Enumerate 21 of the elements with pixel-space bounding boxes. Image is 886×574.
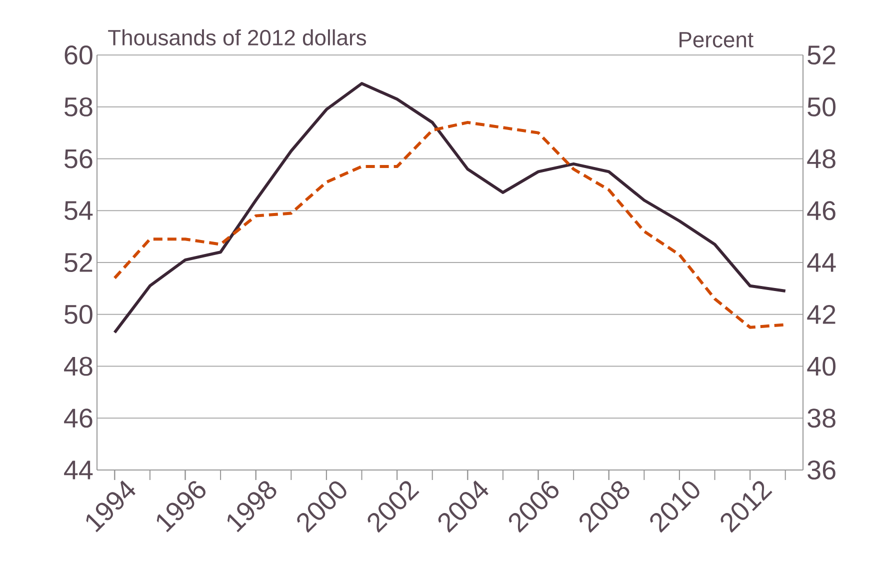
y-tick-label: 52 xyxy=(64,252,92,272)
y2-axis-title: Percent xyxy=(680,32,754,48)
y2-tick-label: 48 xyxy=(807,149,836,168)
y2-tick-label: 40 xyxy=(807,356,836,376)
y-tick-label: 50 xyxy=(64,304,92,324)
y2-tick-label: 36 xyxy=(808,460,836,480)
y2-tick-label: 46 xyxy=(807,201,836,220)
y2-tick-label: 42 xyxy=(807,304,836,324)
y-tick-label: 54 xyxy=(64,201,93,220)
y-tick-label: 44 xyxy=(64,460,93,480)
y2-tick-label: 52 xyxy=(808,45,836,65)
y-tick-label: 48 xyxy=(64,356,92,376)
y2-tick-label: 44 xyxy=(807,253,836,272)
line-series xyxy=(113,82,787,334)
y2-tick-label: 38 xyxy=(808,408,836,428)
y-axis-title: Thousands of 2012 dollars xyxy=(108,29,366,46)
y-tick-label: 46 xyxy=(64,408,92,428)
y-tick-label: 56 xyxy=(64,149,92,168)
y-tick-label: 58 xyxy=(64,97,92,116)
y2-tick-label: 50 xyxy=(808,97,836,116)
y-tick-label: 60 xyxy=(64,45,92,65)
